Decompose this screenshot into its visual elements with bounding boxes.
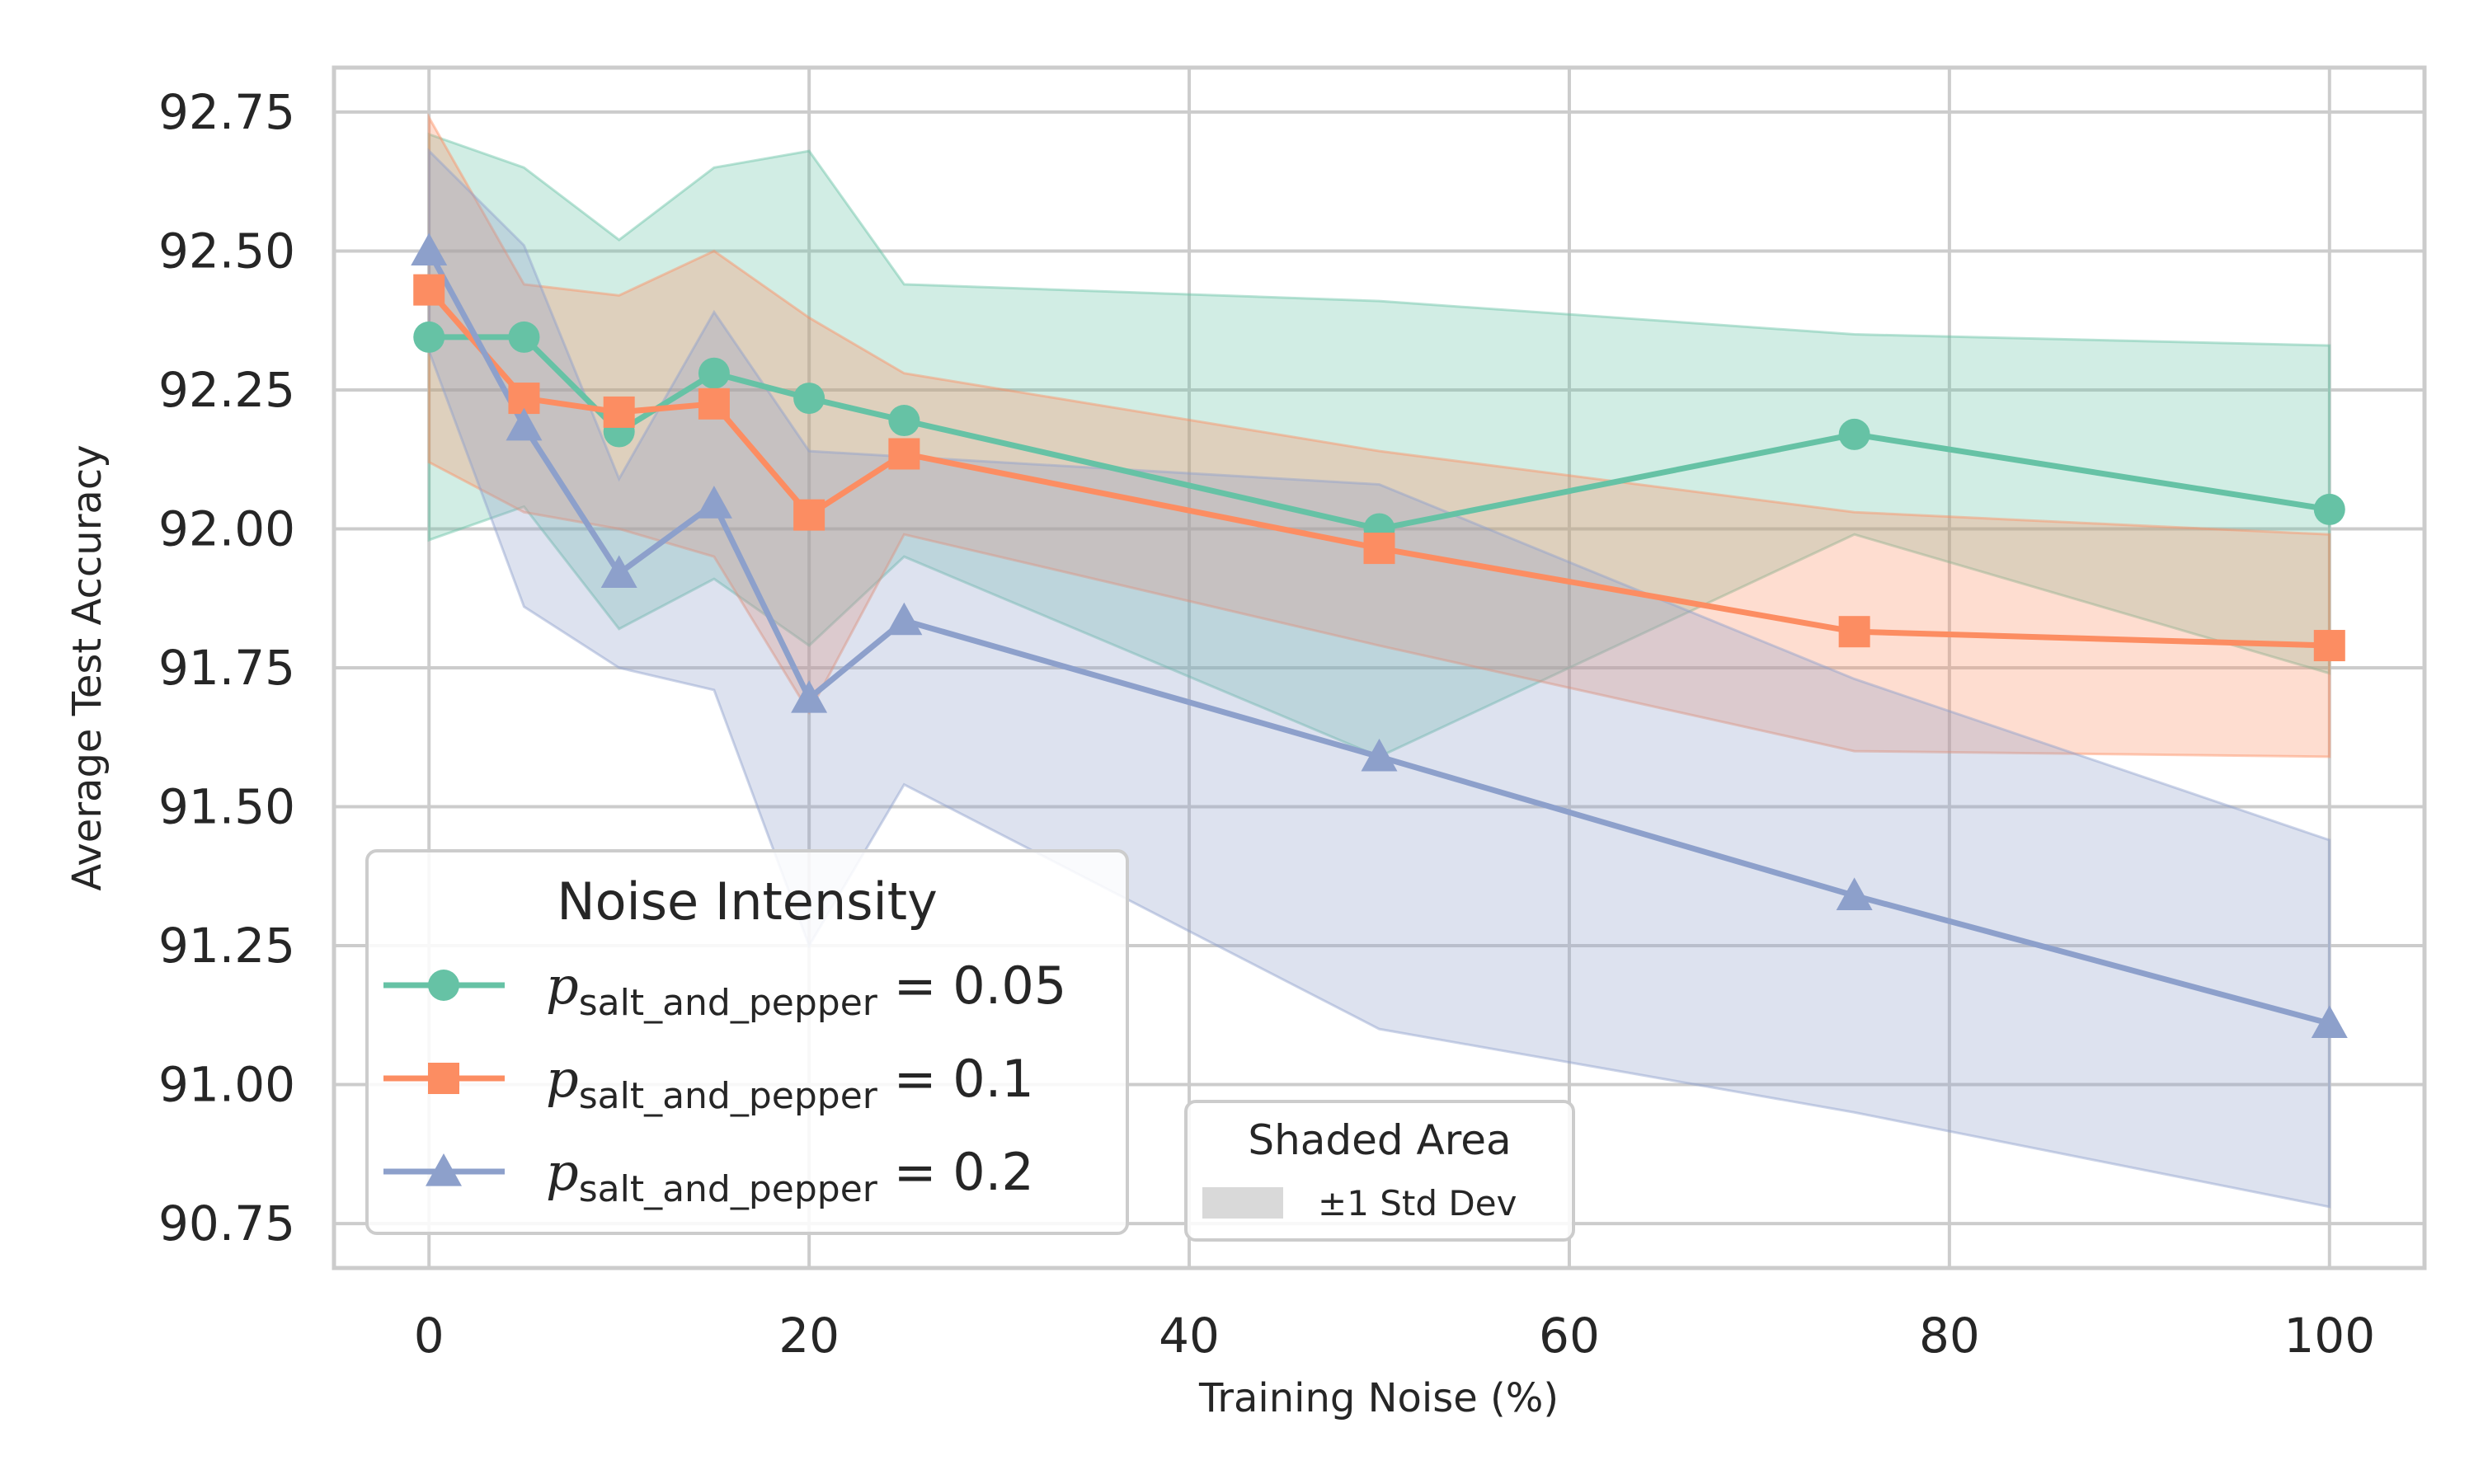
std-dev-band [427,148,2331,1209]
y-tick-label: 92.50 [158,223,295,279]
y-tick-label: 91.00 [158,1057,295,1113]
y-axis-label: Average Test Accuracy [64,444,111,890]
legend-title: Noise Intensity [557,871,938,932]
data-point [698,357,730,389]
x-tick-label: 40 [1159,1308,1220,1364]
data-point [600,555,637,589]
data-point [603,396,635,428]
shade-legend-title: Shaded Area [1248,1116,1511,1164]
data-point [413,274,445,306]
x-tick-labels: 0 20 40 60 80 100 [414,1308,2375,1364]
data-point [1838,418,1870,450]
data-point [413,321,445,353]
data-point [888,438,920,470]
plot-frame [332,65,2427,1270]
data-point [2313,630,2345,662]
legend-entry-label: psalt_and_pepper = 0.2 [546,1142,1034,1210]
legend-marker [428,970,459,1001]
y-tick-label: 91.25 [158,918,295,974]
x-tick-label: 80 [1919,1308,1980,1364]
data-point [793,383,825,415]
data-point [888,405,920,437]
std-dev-band [427,113,2331,758]
data-point [506,407,543,441]
y-tick-label: 91.75 [158,640,295,696]
shade-legend-label: ±1 Std Dev [1318,1183,1517,1223]
x-tick-label: 20 [778,1308,840,1364]
y-tick-label: 91.50 [158,779,295,835]
data-point [2313,493,2345,525]
std-dev-bands [427,113,2331,1209]
legend-entry-label: psalt_and_pepper = 0.05 [546,956,1066,1024]
data-point [698,387,730,420]
data-point [1361,738,1398,772]
data-point [793,499,825,531]
data-point [508,321,540,353]
legend-marker [428,1063,459,1094]
shade-legend: Shaded Area ±1 Std Dev [1184,1100,1575,1242]
series-markers [411,232,2348,1039]
shade-legend-swatch [1202,1187,1283,1219]
data-point [886,602,923,636]
x-axis-label: Training Noise (%) [1198,1375,1559,1421]
legend: Noise Intensity psalt_and_pepper = 0.05p… [365,849,1129,1235]
data-point [411,232,448,266]
data-point [1363,533,1395,565]
data-point [2311,1005,2348,1039]
legend-marker [426,1153,462,1186]
std-dev-band [427,132,2331,758]
x-tick-label: 60 [1539,1308,1600,1364]
y-tick-label: 92.00 [158,500,295,556]
legend-items: psalt_and_pepper = 0.05 psalt_and_pepper … [383,956,1066,1210]
data-point [695,486,732,519]
legend-entry-label: psalt_and_pepper = 0.1 [546,1049,1034,1117]
data-point [1838,616,1870,648]
data-point [1836,877,1873,910]
y-tick-label: 92.25 [158,362,295,418]
y-tick-labels: 90.75 91.00 91.25 91.50 91.75 92.00 92.25 92.50… [158,84,295,1252]
y-tick-label: 92.75 [158,84,295,140]
legend-frame [365,849,1129,1235]
x-tick-label: 0 [414,1308,444,1364]
x-tick-label: 100 [2284,1308,2375,1364]
y-tick-label: 90.75 [158,1195,295,1252]
data-point [791,680,828,713]
